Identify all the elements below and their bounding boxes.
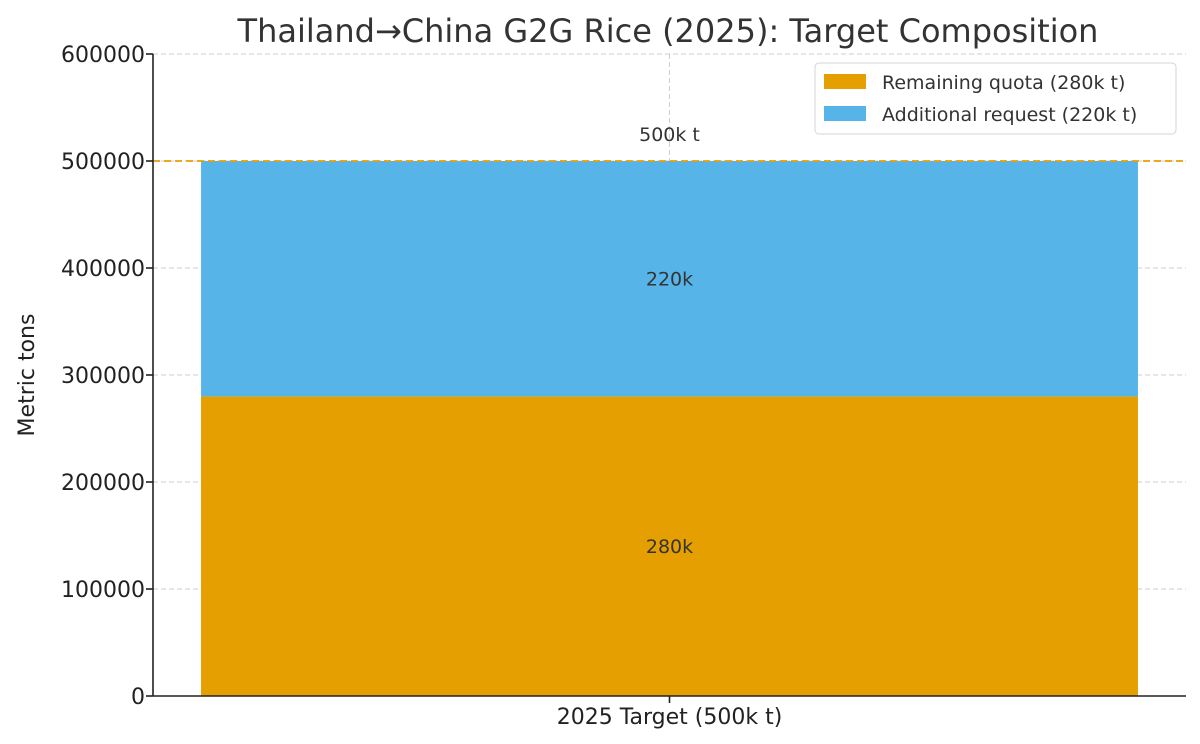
y-tick-label: 500000 xyxy=(61,150,145,175)
y-axis-label: Metric tons xyxy=(15,314,40,437)
x-tick-label: 2025 Target (500k t) xyxy=(557,705,783,730)
legend-entry-label: Additional request (220k t) xyxy=(882,104,1137,126)
bar-segment-remaining-quota xyxy=(201,396,1138,696)
y-tick-label: 600000 xyxy=(61,43,145,68)
y-tick-label: 400000 xyxy=(61,257,145,282)
legend-swatch xyxy=(824,106,866,121)
axes xyxy=(146,53,1186,703)
bars xyxy=(201,161,1138,696)
y-tick-label: 200000 xyxy=(61,471,145,496)
bar-segment-additional-request xyxy=(201,161,1138,397)
y-tick-label: 300000 xyxy=(61,364,145,389)
y-tick-label: 100000 xyxy=(61,578,145,603)
y-tick-labels: 0 100000 200000 300000 400000 500000 600000 xyxy=(61,43,145,710)
chart-title: Thailand→China G2G Rice (2025): Target C… xyxy=(237,12,1099,50)
reference-line-label: 500k t xyxy=(639,124,700,146)
bar-segment-label: 220k xyxy=(646,269,693,291)
x-tick-labels: 2025 Target (500k t) xyxy=(557,705,783,730)
reference-line-group: 500k t xyxy=(153,124,1186,162)
legend: Remaining quota (280k t) Additional reque… xyxy=(814,62,1177,135)
bar-segment-label: 280k xyxy=(646,536,693,558)
legend-swatch xyxy=(824,74,866,89)
data-labels: 280k 220k xyxy=(646,269,693,559)
legend-box xyxy=(814,62,1177,135)
y-tick-label: 0 xyxy=(131,685,145,710)
legend-entry-label: Remaining quota (280k t) xyxy=(882,72,1125,94)
